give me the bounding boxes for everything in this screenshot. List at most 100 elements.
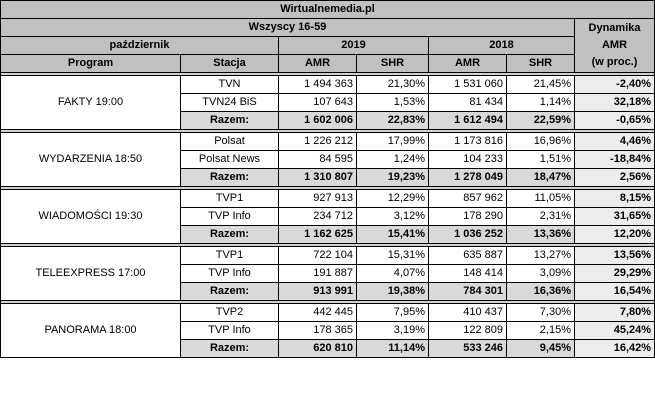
shr-2019-cell: 21,30% <box>356 75 429 94</box>
total-label: Razem: <box>180 168 279 187</box>
shr-2018-cell: 1,14% <box>506 93 575 112</box>
amr-2018-cell: 635 887 <box>428 246 507 265</box>
shr-2018-cell: 11,05% <box>506 189 575 208</box>
shr-2018-cell: 13,36% <box>506 225 575 244</box>
dynamics-cell: -18,84% <box>573 150 655 169</box>
shr-2018-cell: 16,96% <box>506 132 575 151</box>
station-name: Polsat <box>180 132 279 151</box>
program-name: WIADOMOŚCI 19:30 <box>0 189 181 244</box>
amr-2018-cell: 410 437 <box>428 303 507 322</box>
total-row: Razem: 1 310 807 19,23% 1 278 049 18,47% 2,56… <box>1 168 655 187</box>
shr-2018-cell: 7,30% <box>506 303 575 322</box>
amr-2019-cell: 191 887 <box>278 264 357 283</box>
total-row: Razem: 913 991 19,38% 784 301 16,36% 16,54% <box>1 282 655 301</box>
station-name: Polsat News <box>180 150 279 169</box>
dynamics-cell: 16,54% <box>573 282 655 301</box>
station-name: TVP2 <box>180 303 279 322</box>
amr-2019-cell: 107 643 <box>278 93 357 112</box>
table-row: TELEEXPRESS 17:00 TVP1 722 104 15,31% 635 88… <box>0 246 655 301</box>
shr-2019-cell: 15,31% <box>356 246 429 265</box>
table-row: WYDARZENIA 18:50 Polsat 1 226 212 17,99% 1 1… <box>0 132 655 187</box>
amr-2018-cell: 104 233 <box>428 150 507 169</box>
shr-2019-column-header: SHR <box>356 54 429 73</box>
dynamics-header: Dynamika AMR (w proc.) <box>573 18 655 73</box>
shr-2019-cell: 19,38% <box>356 282 429 301</box>
amr-2018-cell: 1 036 252 <box>428 225 507 244</box>
site-title: Wirtualnemedia.pl <box>0 0 655 19</box>
table-row: WIADOMOŚCI 19:30 TVP1 927 913 12,29% 857 962… <box>0 189 655 244</box>
amr-2019-cell: 84 595 <box>278 150 357 169</box>
shr-2018-cell: 21,45% <box>506 75 575 94</box>
program-name: WYDARZENIA 18:50 <box>0 132 181 187</box>
program-name: TELEEXPRESS 17:00 <box>0 246 181 301</box>
shr-2018-cell: 2,31% <box>506 207 575 226</box>
shr-2019-cell: 1,53% <box>356 93 429 112</box>
table-row: PANORAMA 18:00 TVP2 442 445 7,95% 410 437 7,3… <box>0 303 655 358</box>
amr-2019-cell: 1 310 807 <box>278 168 357 187</box>
total-row: Razem: 620 810 11,14% 533 246 9,45% 16,42% <box>1 339 655 358</box>
amr-2018-cell: 148 414 <box>428 264 507 283</box>
audience-group: Wszyscy 16-59 <box>0 18 575 37</box>
shr-2019-cell: 4,07% <box>356 264 429 283</box>
amr-2018-cell: 1 612 494 <box>428 111 507 130</box>
program-column-header: Program <box>0 54 181 73</box>
shr-2019-cell: 7,95% <box>356 303 429 322</box>
amr-2019-cell: 913 991 <box>278 282 357 301</box>
shr-2019-cell: 11,14% <box>356 339 429 358</box>
dynamics-cell: 16,42% <box>573 339 655 358</box>
station-name: TVP1 <box>180 189 279 208</box>
dynamics-header-line2: AMR <box>601 39 628 51</box>
shr-2018-cell: 16,36% <box>506 282 575 301</box>
month-header: październik <box>0 36 279 55</box>
shr-2019-cell: 19,23% <box>356 168 429 187</box>
amr-2018-cell: 178 290 <box>428 207 507 226</box>
table-row: TVN24 BiS 107 643 1,53% 81 434 1,14% 32,18% <box>1 93 655 112</box>
shr-2018-cell: 3,09% <box>506 264 575 283</box>
program-name: FAKTY 19:00 <box>0 75 181 130</box>
dynamics-cell: 13,56% <box>573 246 655 265</box>
year-2018-header: 2018 <box>428 36 575 55</box>
ratings-body: FAKTY 19:00 TVN 1 494 363 21,30% 1 531 060 21… <box>0 72 655 358</box>
shr-2019-cell: 15,41% <box>356 225 429 244</box>
total-label: Razem: <box>180 111 279 130</box>
amr-2019-cell: 1 226 212 <box>278 132 357 151</box>
shr-2018-cell: 22,59% <box>506 111 575 130</box>
amr-2018-cell: 1 531 060 <box>428 75 507 94</box>
ratings-table: Wirtualnemedia.pl Wszyscy 16-59 Dynamika… <box>0 0 655 358</box>
station-name: TVN <box>180 75 279 94</box>
table-row: FAKTY 19:00 TVN 1 494 363 21,30% 1 531 060 21… <box>0 75 655 130</box>
amr-2019-cell: 722 104 <box>278 246 357 265</box>
amr-2018-cell: 1 278 049 <box>428 168 507 187</box>
dynamics-cell: 7,80% <box>573 303 655 322</box>
dynamics-cell: 45,24% <box>573 321 655 340</box>
shr-2019-cell: 3,12% <box>356 207 429 226</box>
amr-2018-cell: 784 301 <box>428 282 507 301</box>
amr-2019-column-header: AMR <box>278 54 357 73</box>
station-name: TVP1 <box>180 246 279 265</box>
amr-2019-cell: 234 712 <box>278 207 357 226</box>
shr-2019-cell: 12,29% <box>356 189 429 208</box>
station-column-header: Stacja <box>180 54 279 73</box>
shr-2018-cell: 2,15% <box>506 321 575 340</box>
dynamics-cell: -0,65% <box>573 111 655 130</box>
amr-2018-cell: 122 809 <box>428 321 507 340</box>
amr-2018-cell: 857 962 <box>428 189 507 208</box>
dynamics-cell: 29,29% <box>573 264 655 283</box>
station-name: TVN24 BiS <box>180 93 279 112</box>
dynamics-header-line1: Dynamika <box>588 22 641 34</box>
amr-2019-cell: 927 913 <box>278 189 357 208</box>
program-name: PANORAMA 18:00 <box>0 303 181 358</box>
dynamics-cell: 31,65% <box>573 207 655 226</box>
shr-2019-cell: 1,24% <box>356 150 429 169</box>
dynamics-cell: 4,46% <box>573 132 655 151</box>
amr-2018-cell: 81 434 <box>428 93 507 112</box>
shr-2019-cell: 3,19% <box>356 321 429 340</box>
total-label: Razem: <box>180 282 279 301</box>
shr-2018-cell: 9,45% <box>506 339 575 358</box>
station-name: TVP Info <box>180 264 279 283</box>
year-2019-header: 2019 <box>278 36 429 55</box>
table-row: TVP Info 191 887 4,07% 148 414 3,09% 29,29% <box>1 264 655 283</box>
amr-2019-cell: 620 810 <box>278 339 357 358</box>
amr-2019-cell: 178 365 <box>278 321 357 340</box>
dynamics-cell: 8,15% <box>573 189 655 208</box>
